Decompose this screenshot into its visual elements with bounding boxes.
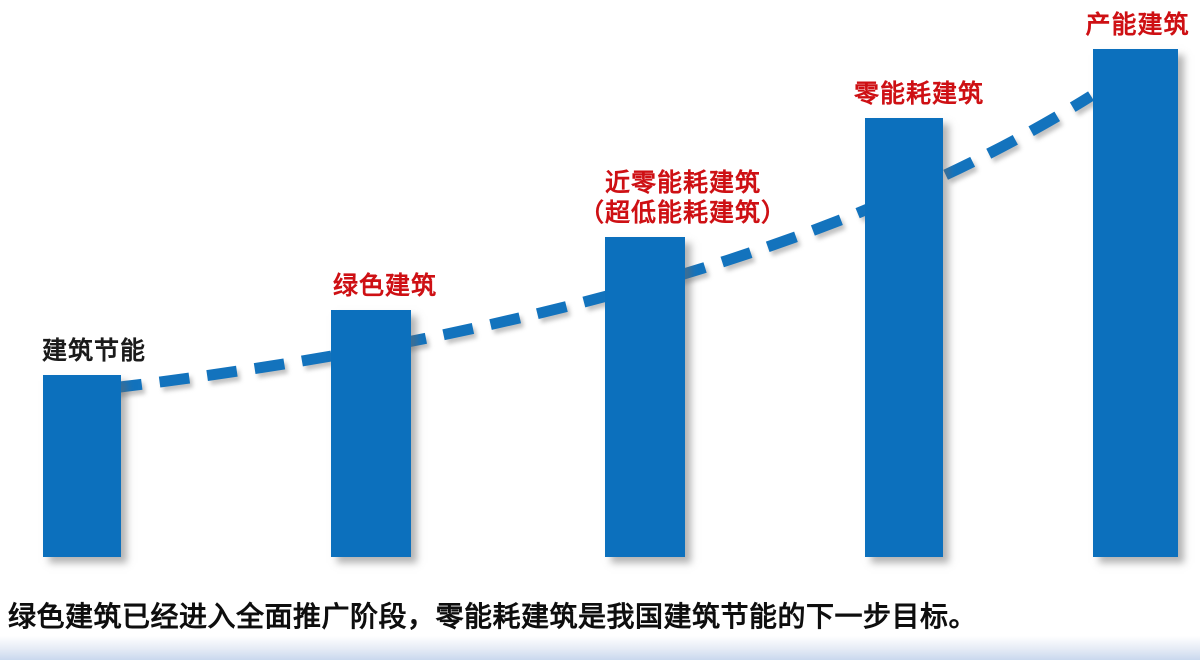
chart-bar-1 bbox=[43, 375, 121, 557]
chart-bar-3 bbox=[605, 237, 685, 557]
bar-label-line: 建筑节能 bbox=[41, 337, 147, 365]
chart-bar-4 bbox=[865, 118, 943, 557]
bar-label-line: 绿色建筑 bbox=[332, 272, 438, 300]
bar-label-5: 产能建筑 bbox=[1085, 10, 1189, 40]
chart-bar-2 bbox=[331, 310, 411, 557]
trend-dashed-path bbox=[111, 91, 1094, 394]
chart-bar-5 bbox=[1093, 49, 1178, 557]
bar-label-1: 建筑节能 bbox=[42, 336, 146, 366]
bar-label-line: （超低能耗建筑） bbox=[578, 199, 788, 227]
bar-label-4: 零能耗建筑 bbox=[854, 79, 984, 109]
bar-label-line: 产能建筑 bbox=[1085, 11, 1190, 39]
bar-label-3: 近零能耗建筑 （超低能耗建筑） bbox=[579, 168, 787, 228]
bar-label-line: 近零能耗建筑 bbox=[604, 169, 762, 197]
bottom-gradient-band bbox=[0, 636, 1200, 660]
bar-label-line: 零能耗建筑 bbox=[853, 80, 985, 108]
caption-text: 绿色建筑已经进入全面推广阶段，零能耗建筑是我国建筑节能的下一步目标。 bbox=[8, 601, 978, 632]
bar-label-2: 绿色建筑 bbox=[333, 271, 437, 301]
